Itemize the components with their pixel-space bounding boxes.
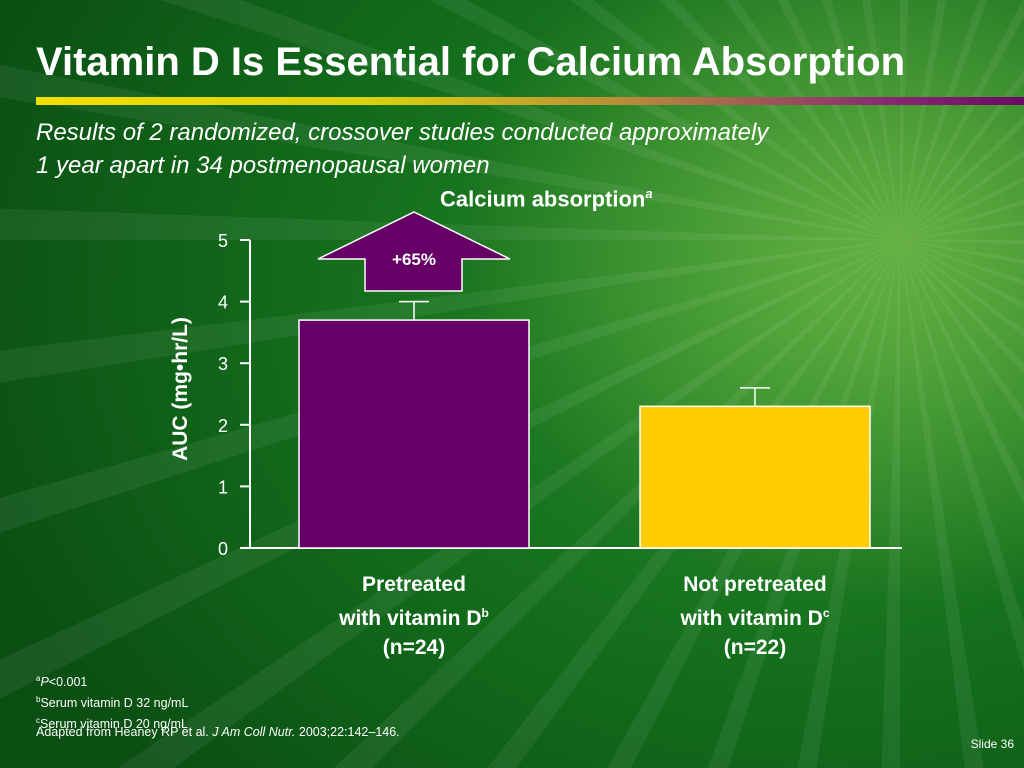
subtitle-line-1: Results of 2 randomized, crossover studi… [36, 119, 769, 146]
footnote-b-text: Serum vitamin D 32 ng/mL [40, 696, 189, 711]
footnote-c: cSerum vitamin D 20 ng/mL [36, 712, 188, 733]
x-category-line3: (n=24) [382, 636, 446, 659]
source-journal: J Am Coll Nutr. [212, 725, 296, 739]
y-tick-label: 3 [218, 354, 228, 374]
bar-1 [639, 405, 871, 549]
footnote-a-marker: a [36, 674, 41, 683]
source-suffix: 2003;22:142–146. [295, 725, 400, 739]
y-tick-label: 4 [218, 293, 228, 313]
footnote-c-marker: c [36, 716, 40, 726]
slide-subtitle: Results of 2 randomized, crossover studi… [36, 116, 936, 182]
chart-title: Calcium absorptiona [440, 186, 653, 212]
footnote-a: aP<0.001 [36, 670, 188, 691]
increase-annotation-label: +65% [392, 250, 436, 269]
footnotes: aP<0.001 bSerum vitamin D 32 ng/mL cSeru… [36, 670, 188, 733]
source-citation: Adapted from Heaney RP et al. J Am Coll … [36, 725, 400, 739]
source-prefix: Adapted from Heaney RP et al. [36, 725, 213, 739]
footnote-a-p: P [40, 675, 49, 690]
footnote-a-text: <0.001 [48, 675, 88, 690]
y-tick-label: 0 [218, 539, 228, 559]
x-category-not-pretreated: Not pretreated with vitamin Dc (n=22) [625, 570, 885, 662]
chart-title-text: Calcium absorption [440, 186, 646, 212]
y-tick-label: 5 [218, 231, 228, 251]
x-category-line3: (n=22) [723, 636, 787, 659]
slide-number: Slide 36 [970, 737, 1014, 751]
footnote-b: bSerum vitamin D 32 ng/mL [36, 691, 188, 712]
x-category-line1: Not pretreated [683, 573, 827, 596]
x-category-line2: with vitamin D [680, 607, 823, 630]
title-underline [36, 97, 1024, 105]
slide-title: Vitamin D Is Essential for Calcium Absor… [36, 40, 906, 84]
footnote-c-text: Serum vitamin D 20 ng/mL [40, 717, 188, 732]
footnote-b-marker: b [36, 695, 41, 705]
x-category-sup: c [822, 606, 830, 620]
y-tick-label: 1 [218, 477, 228, 497]
bar-0 [298, 319, 530, 549]
chart-title-superscript: a [645, 186, 653, 201]
y-tick-label: 2 [218, 416, 228, 436]
x-category-line1: Pretreated [362, 573, 466, 596]
x-category-pretreated: Pretreated with vitamin Db (n=24) [284, 570, 544, 662]
subtitle-line-2: 1 year apart in 34 postmenopausal women [36, 152, 490, 179]
x-category-sup: b [481, 606, 489, 620]
increase-arrow-icon [317, 211, 511, 292]
x-category-line2: with vitamin D [339, 607, 482, 630]
